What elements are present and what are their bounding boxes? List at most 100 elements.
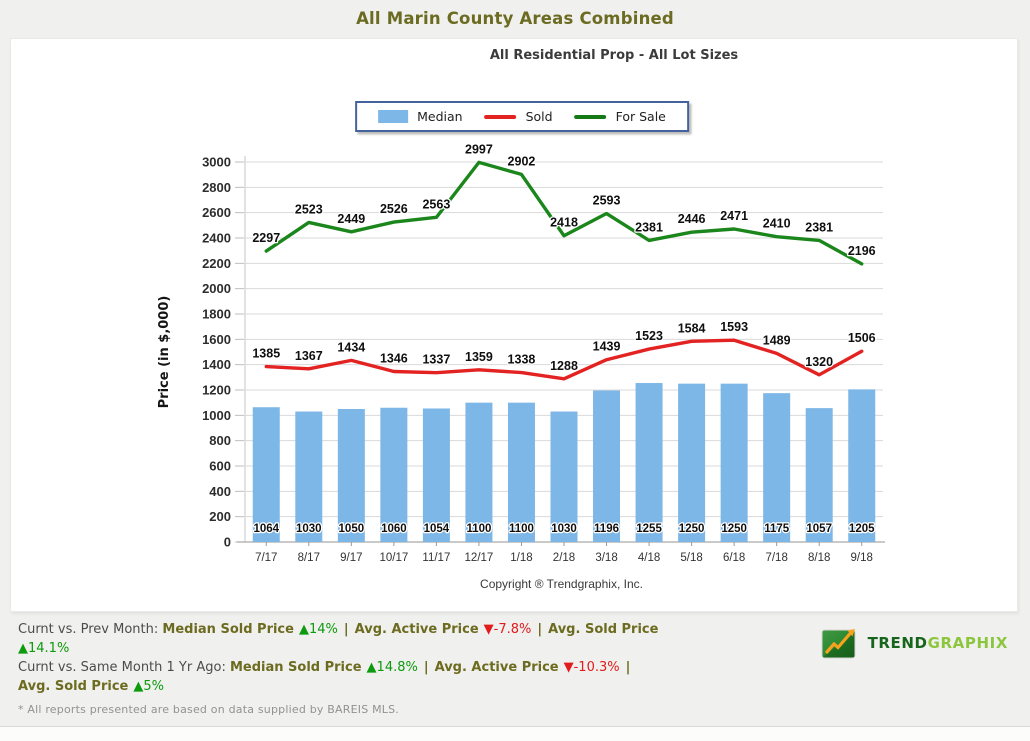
sold-value-label: 1346 [380,352,408,366]
sold-value-label: 1337 [422,353,450,367]
y-tick-label: 2400 [202,231,231,246]
median-bar [593,390,621,542]
y-tick-label: 2200 [202,256,231,271]
median-bar [720,383,748,542]
for-sale-value-label: 2449 [337,212,365,226]
stat-metric-label: Median Sold Price [229,659,362,675]
sold-value-label: 1320 [805,355,833,369]
report-header: All Marin County Areas Combined [0,0,1030,38]
sold-value-label: 1385 [252,347,280,361]
for-sale-value-label: 2526 [380,202,408,216]
sold-value-label: 1288 [550,359,578,373]
x-tick-label: 2/18 [553,552,575,564]
for-sale-value-label: 2418 [550,216,578,230]
median-value-label: 1255 [636,523,662,535]
median-value-label: 1196 [594,523,619,535]
logo-text-graphix: GRAPHIX [927,634,1008,652]
median-value-label: 1175 [764,523,790,535]
median-bar [465,402,493,542]
y-tick-label: 1600 [202,332,231,347]
logo-text: TRENDGRAPHIX [868,634,1008,652]
stat-metric-label: Avg. Sold Price [548,622,659,637]
median-value-label: 1250 [721,523,747,535]
bottom-divider [0,726,1030,741]
chart-subtitle: All Residential Prop - All Lot Sizes [489,48,739,63]
legend-item-sold: Sold [484,109,553,124]
for-sale-value-label: 2563 [422,197,450,211]
for-sale-value-label: 2997 [465,142,493,156]
y-tick-label: 400 [209,484,231,499]
legend-swatch-bar [378,110,409,123]
legend-item-median: Median [378,109,463,124]
sold-line [264,338,864,381]
sold-value-label: 1593 [720,320,748,334]
y-tick-label: 2600 [202,205,231,220]
logo-text-trend: TREND [867,634,928,652]
for-sale-value-label: 2902 [508,154,536,168]
median-value-label: 1060 [381,523,407,535]
stat-metric-label: Median Sold Price [162,622,294,637]
median-value-label: 1050 [339,523,365,535]
x-tick-label: 11/17 [422,552,450,564]
stats-line-1: Curnt vs. Prev Month: Median Sold Price ▲… [18,621,748,659]
stats-row: Curnt vs. Prev Month: Median Sold Price ▲… [18,621,748,640]
stat-metric-label: Avg. Active Price [354,622,479,637]
sold-value-label: 1359 [465,350,493,364]
stats-summary: Curnt vs. Prev Month: Median Sold Price ▲… [18,621,748,696]
stat-up-value: ▲14% [298,622,338,637]
stat-up-value: ▲14.8% [366,659,418,675]
median-value-label: 1250 [679,523,705,535]
page-title: All Marin County Areas Combined [356,9,674,28]
y-tick-label: 600 [209,459,231,474]
median-value-label: 1054 [424,523,450,535]
logo-icon [821,629,856,659]
legend-item-for-sale: For Sale [574,109,666,124]
copyright-note: Copyright ® Trendgraphix, Inc. [480,577,643,591]
price-chart: 0 200 400 600 800 1000 1200 1400 1600 1800 2000 220… [157,141,885,564]
y-tick-label: 1400 [202,357,231,372]
chart-panel: All Residential Prop - All Lot Sizes Med… [10,38,1018,612]
y-axis-title: Price (in $,000) [157,296,172,409]
for-sale-value-label: 2297 [252,231,280,245]
stats-row: Avg. Sold Price ▲5% [18,678,748,697]
x-tick-label: 1/18 [510,552,532,564]
sold-value-label: 1523 [635,329,663,343]
for-sale-value-label: 2410 [763,217,791,231]
stat-separator: | [343,622,349,637]
stat-up-value: ▲14.1% [18,640,70,656]
x-tick-label: 6/18 [723,552,745,564]
for-sale-value-label: 2196 [848,244,876,258]
median-bar [550,411,578,542]
stat-up-value: ▲5% [133,678,164,694]
for-sale-line [264,160,864,266]
x-tick-label: 12/17 [465,552,494,564]
median-bar [635,383,663,542]
trendgraphix-logo: TRENDGRAPHIX [821,626,1008,660]
stats-prefix: Curnt vs. Same Month 1 Yr Ago: [18,659,230,675]
for-sale-value-label: 2593 [593,194,621,208]
stat-separator: | [625,659,631,675]
sold-value-label: 1439 [593,340,621,354]
stat-metric-label: Avg. Sold Price [18,678,129,694]
sold-value-label: 1367 [295,349,323,363]
y-tick-label: 1000 [202,408,231,423]
median-bar [380,407,408,542]
sold-value-label: 1489 [763,333,791,347]
y-tick-label: 0 [224,535,231,550]
median-value-label: 1030 [296,523,322,535]
for-sale-value-label: 2471 [720,209,748,223]
y-tick-label: 3000 [202,155,231,170]
legend-label: For Sale [615,109,666,124]
stat-down-value: ▼-10.3% [563,659,620,675]
x-tick-label: 5/18 [680,552,702,564]
median-bar [252,407,280,542]
for-sale-value-label: 2446 [678,212,706,226]
median-bar [763,393,791,542]
legend-label: Median [417,109,463,124]
median-value-label: 1064 [253,523,279,535]
x-tick-label: 9/17 [340,552,362,564]
sold-value-label: 1584 [678,321,706,335]
median-bar [295,411,323,542]
x-tick-label: 10/17 [379,552,408,564]
x-tick-label: 7/18 [765,552,787,564]
